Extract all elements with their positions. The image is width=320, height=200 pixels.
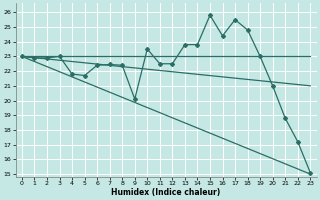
X-axis label: Humidex (Indice chaleur): Humidex (Indice chaleur) xyxy=(111,188,221,197)
